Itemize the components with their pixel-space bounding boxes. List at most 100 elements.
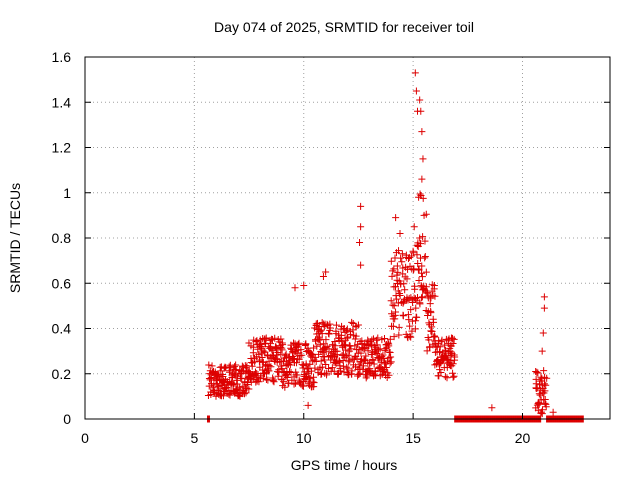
data-point (395, 323, 403, 331)
data-point (317, 326, 325, 334)
data-point (418, 294, 426, 302)
data-point (426, 300, 434, 308)
data-point (271, 334, 279, 342)
data-point (248, 359, 256, 367)
data-point (298, 361, 306, 369)
data-point (412, 304, 420, 312)
data-point (340, 368, 348, 376)
data-point (398, 250, 406, 258)
x-tick-label: 5 (190, 430, 198, 446)
data-point (543, 374, 551, 382)
data-point (230, 371, 238, 379)
data-point (549, 408, 557, 416)
data-point (280, 378, 288, 386)
data-point (411, 285, 419, 293)
data-point (339, 362, 347, 370)
data-point (342, 327, 350, 335)
data-point (425, 336, 433, 344)
data-point (281, 352, 289, 360)
data-point (321, 356, 329, 364)
data-point (351, 335, 359, 343)
data-point (384, 339, 392, 347)
data-point (451, 356, 459, 364)
data-point (416, 300, 424, 308)
data-point (419, 233, 427, 241)
data-point (532, 384, 540, 392)
data-point (253, 377, 261, 385)
data-point (409, 299, 417, 307)
data-point (364, 347, 372, 355)
data-point (299, 382, 307, 390)
data-point (412, 87, 420, 95)
data-point (436, 343, 444, 351)
data-point (268, 347, 276, 355)
data-point (344, 351, 352, 359)
data-point (310, 373, 318, 381)
data-point (400, 280, 408, 288)
data-point (389, 322, 397, 330)
data-point (318, 319, 326, 327)
data-point (436, 360, 444, 368)
data-point (403, 275, 411, 283)
data-point (278, 365, 286, 373)
data-point (291, 284, 299, 292)
data-point (541, 396, 549, 404)
data-point (269, 376, 277, 384)
y-tick-label: 1.2 (52, 140, 72, 156)
data-point (370, 360, 378, 368)
data-point (410, 223, 418, 231)
data-point (416, 240, 424, 248)
data-point (337, 367, 345, 375)
data-point (245, 385, 253, 393)
data-point (285, 353, 293, 361)
data-point (488, 404, 496, 412)
data-point (333, 351, 341, 359)
data-point (381, 359, 389, 367)
data-point (258, 358, 266, 366)
data-point (369, 355, 377, 363)
data-point (411, 325, 419, 333)
data-point (294, 341, 302, 349)
data-point (373, 349, 381, 357)
data-point (392, 214, 400, 222)
data-point (302, 340, 310, 348)
data-point (293, 371, 301, 379)
data-point (283, 373, 291, 381)
data-point (422, 283, 430, 291)
data-point (398, 258, 406, 266)
data-point (348, 367, 356, 375)
data-point (342, 346, 350, 354)
data-point (430, 318, 438, 326)
data-point (416, 190, 424, 198)
data-point (240, 390, 248, 398)
data-point (285, 379, 293, 387)
data-point (387, 297, 395, 305)
data-point (538, 347, 546, 355)
data-point (420, 211, 428, 219)
data-point (262, 334, 270, 342)
x-tick-label: 15 (405, 430, 421, 446)
data-point (416, 96, 424, 104)
data-points (204, 69, 587, 423)
data-point (208, 362, 216, 370)
data-point (359, 344, 367, 352)
data-point (542, 381, 550, 389)
data-point (357, 349, 365, 357)
grid-lines (85, 57, 610, 419)
data-point (308, 357, 316, 365)
data-point (368, 342, 376, 350)
data-point (253, 370, 261, 378)
data-point (389, 301, 397, 309)
data-point (270, 378, 278, 386)
data-point (286, 361, 294, 369)
data-point (418, 269, 426, 277)
data-point (345, 358, 353, 366)
data-point (363, 372, 371, 380)
data-point (328, 364, 336, 372)
data-point (449, 339, 457, 347)
data-point (317, 357, 325, 365)
y-tick-label: 1.4 (52, 94, 72, 110)
data-point (415, 277, 423, 285)
data-point (397, 254, 405, 262)
